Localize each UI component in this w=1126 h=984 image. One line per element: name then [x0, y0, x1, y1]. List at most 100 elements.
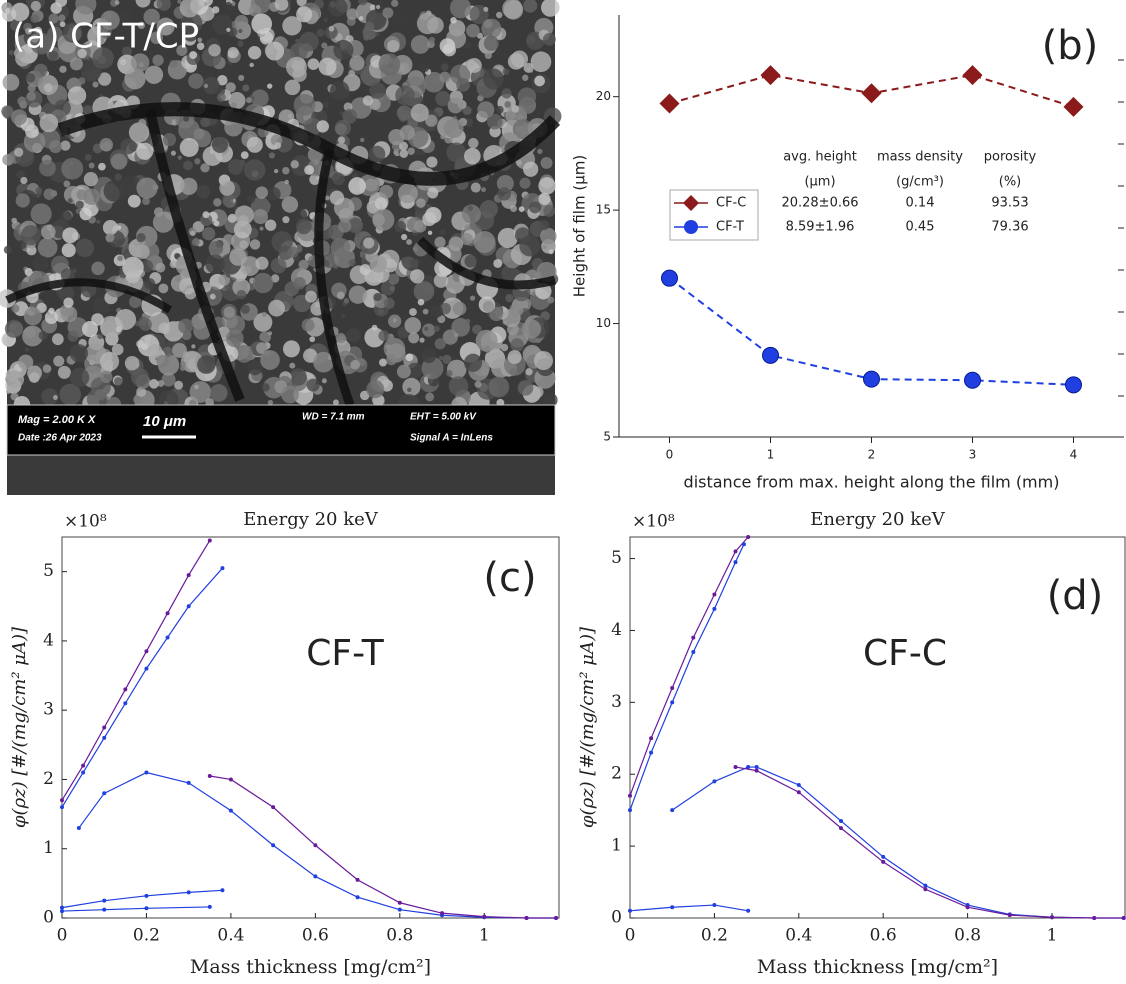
sem-grain	[180, 12, 203, 35]
series-line	[629, 543, 745, 811]
sem-grain	[466, 58, 482, 73]
sem-grain	[59, 383, 82, 406]
sem-grain	[404, 317, 422, 334]
x-tick-label: 0.2	[701, 926, 728, 946]
sem-grain	[330, 237, 351, 258]
point	[102, 725, 107, 730]
sem-grain	[99, 137, 114, 152]
sem-grain	[296, 6, 313, 23]
sem-grain	[418, 60, 430, 73]
sem-grain	[388, 336, 396, 344]
point	[144, 649, 149, 654]
sem-grain	[61, 157, 84, 180]
sem-grain	[88, 162, 95, 169]
sem-grain	[35, 187, 43, 195]
sem-grain	[180, 177, 198, 195]
sem-grain	[67, 198, 73, 204]
sem-grain	[388, 273, 400, 285]
sem-grain	[97, 333, 104, 340]
sem-grain	[274, 0, 289, 11]
sem-grain	[323, 17, 328, 23]
sem-grain	[435, 91, 451, 107]
sem-grain	[332, 399, 339, 406]
sem-grain	[423, 71, 445, 93]
point	[670, 685, 675, 690]
sem-grain	[316, 28, 325, 37]
sem-grain	[324, 26, 338, 39]
sem-image: (a) CF-T/CP Mag = 2.00 K X Date :26 Apr …	[0, 0, 562, 495]
sem-grain	[121, 46, 133, 57]
sem-grain	[62, 227, 79, 244]
sem-grain	[424, 326, 429, 331]
point	[964, 371, 981, 389]
sem-grain	[48, 13, 59, 24]
sem-grain	[152, 211, 174, 233]
sem-grain	[267, 399, 274, 406]
sem-grain	[380, 281, 396, 296]
point	[165, 635, 170, 640]
sem-grain	[358, 0, 368, 6]
y-tick-label: 4	[611, 620, 622, 640]
sem-grain	[321, 42, 328, 49]
point	[733, 549, 738, 554]
sem-grain	[359, 264, 371, 276]
sem-grain	[95, 35, 105, 45]
point	[1063, 96, 1084, 117]
sem-grain	[52, 395, 58, 400]
point	[220, 566, 225, 571]
point	[754, 765, 759, 770]
y-axis-label: φ(ρz) [#/(mg/cm² μA)]	[9, 626, 30, 828]
sem-grain	[200, 163, 210, 173]
sem-grain	[152, 184, 159, 191]
point	[923, 887, 928, 892]
series-line	[78, 771, 557, 919]
sem-grain	[48, 50, 59, 61]
sem-grain	[267, 83, 273, 89]
sem-grain	[234, 14, 249, 29]
sem-grain	[309, 336, 316, 343]
sem-grain	[223, 1, 233, 12]
sem-grain	[119, 9, 132, 22]
sem-grain	[370, 291, 375, 296]
series-line	[735, 766, 1124, 919]
sem-grain	[398, 62, 410, 75]
sem-grain	[443, 118, 464, 139]
sem-grain	[131, 368, 150, 387]
sem-grain	[439, 228, 446, 236]
sem-grain	[439, 71, 451, 83]
sem-grain	[30, 14, 40, 24]
sem-grain	[386, 354, 397, 366]
sem-grain	[111, 343, 124, 356]
sem-grain	[56, 289, 62, 296]
sem-grain	[307, 58, 320, 70]
sem-grain	[11, 217, 17, 224]
sem-grain	[271, 274, 280, 283]
sem-grain	[422, 308, 429, 315]
sem-grain	[410, 103, 429, 122]
sem-grain	[473, 231, 496, 253]
sem-grain	[293, 276, 306, 290]
sem-grain	[149, 379, 159, 389]
sem-grain	[155, 262, 166, 273]
series-line	[61, 906, 210, 912]
sem-grain	[128, 122, 150, 143]
sem-grain	[11, 304, 20, 313]
sem-grain	[115, 309, 137, 330]
sem-grain	[447, 97, 464, 114]
sem-grain	[196, 42, 205, 50]
sem-grain	[430, 305, 443, 318]
sem-grain	[364, 327, 385, 348]
x-tick-label: 0.8	[386, 926, 413, 946]
x-tick-label: 0.8	[954, 926, 981, 946]
sem-grain	[304, 165, 315, 175]
sem-grain	[466, 23, 480, 38]
sem-grain	[124, 68, 146, 90]
sem-grain	[379, 184, 394, 199]
sem-grain	[17, 96, 27, 106]
sem-grain	[354, 231, 360, 237]
sem-grain	[413, 220, 427, 233]
x-axis-label: Mass thickness [mg/cm²]	[757, 956, 998, 978]
sem-grain	[226, 27, 231, 32]
sem-grain	[542, 392, 558, 408]
